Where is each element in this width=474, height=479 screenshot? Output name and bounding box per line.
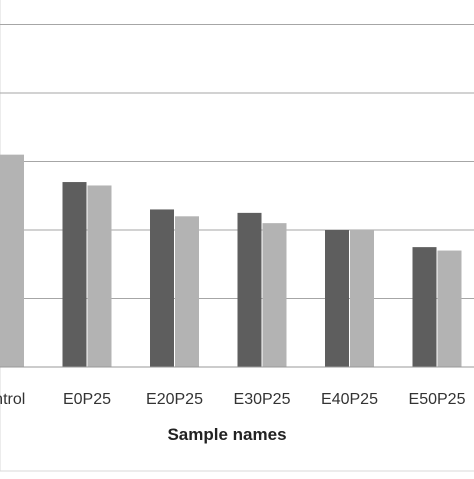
bar-e30p25-series-2 — [262, 223, 287, 367]
x-tick-label: E40P25 — [321, 391, 378, 408]
x-axis-title: Sample names — [167, 425, 286, 444]
x-tick-labels: Control E0P25 E20P25 E30P25 E40P25 E50P25 — [0, 391, 466, 408]
bar-e30p25-series-1 — [237, 212, 262, 367]
bar-e0p25-series-1 — [62, 182, 87, 367]
x-tick-label: E30P25 — [234, 391, 291, 408]
bar-e50p25-series-2 — [437, 250, 462, 367]
bar-e40p25-series-2 — [350, 230, 374, 367]
x-tick-label: E50P25 — [409, 391, 466, 408]
bar-control-series-2 — [0, 154, 24, 367]
x-tick-label: E0P25 — [63, 391, 111, 408]
bar-e20p25-series-1 — [150, 209, 174, 367]
gridlines — [0, 24, 474, 299]
bar-e40p25-series-1 — [325, 230, 349, 367]
x-tick-label: Control — [0, 391, 25, 408]
bar-e20p25-series-2 — [175, 216, 199, 367]
bars — [0, 154, 462, 367]
bar-e50p25-series-1 — [412, 247, 437, 367]
x-tick-label: E20P25 — [146, 391, 203, 408]
bar-e0p25-series-2 — [87, 185, 112, 367]
